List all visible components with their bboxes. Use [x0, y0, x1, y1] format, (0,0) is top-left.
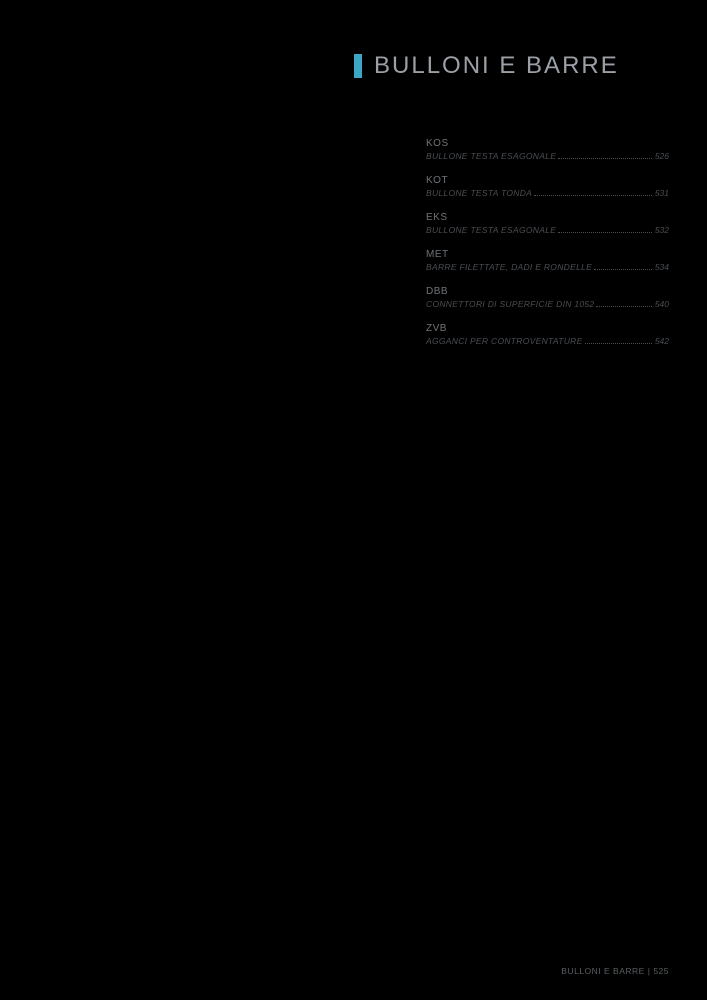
toc-code: KOT — [426, 175, 669, 186]
toc-code: EKS — [426, 212, 669, 223]
toc-row: BULLONE TESTA TONDA 531 — [426, 188, 669, 198]
toc-item: ZVB AGGANCI PER CONTROVENTATURE 542 — [426, 323, 669, 346]
toc-description: CONNETTORI DI SUPERFICIE DIN 1052 — [426, 299, 594, 309]
toc-item: MET BARRE FILETTATE, DADI E RONDELLE 534 — [426, 249, 669, 272]
toc-item: KOT BULLONE TESTA TONDA 531 — [426, 175, 669, 198]
toc-dots — [596, 306, 651, 307]
footer-page: 525 — [653, 966, 669, 976]
page-footer: BULLONI E BARRE | 525 — [561, 966, 669, 976]
table-of-contents: KOS BULLONE TESTA ESAGONALE 526 KOT BULL… — [426, 138, 669, 360]
toc-dots — [558, 232, 652, 233]
footer-separator: | — [648, 966, 651, 976]
toc-code: ZVB — [426, 323, 669, 334]
toc-dots — [558, 158, 652, 159]
toc-item: KOS BULLONE TESTA ESAGONALE 526 — [426, 138, 669, 161]
toc-dots — [594, 269, 652, 270]
toc-description: AGGANCI PER CONTROVENTATURE — [426, 336, 583, 346]
toc-row: BULLONE TESTA ESAGONALE 532 — [426, 225, 669, 235]
toc-item: DBB CONNETTORI DI SUPERFICIE DIN 1052 54… — [426, 286, 669, 309]
accent-bar — [354, 54, 362, 78]
page-header: BULLONI E BARRE — [354, 52, 619, 80]
page-title: BULLONI E BARRE — [374, 52, 619, 80]
toc-row: BULLONE TESTA ESAGONALE 526 — [426, 151, 669, 161]
toc-description: BARRE FILETTATE, DADI E RONDELLE — [426, 262, 592, 272]
toc-row: AGGANCI PER CONTROVENTATURE 542 — [426, 336, 669, 346]
toc-description: BULLONE TESTA ESAGONALE — [426, 151, 556, 161]
toc-page-number: 531 — [655, 188, 669, 198]
toc-dots — [534, 195, 652, 196]
footer-section: BULLONI E BARRE — [561, 966, 645, 976]
toc-code: KOS — [426, 138, 669, 149]
toc-page-number: 526 — [655, 151, 669, 161]
toc-code: MET — [426, 249, 669, 260]
toc-page-number: 534 — [655, 262, 669, 272]
toc-row: BARRE FILETTATE, DADI E RONDELLE 534 — [426, 262, 669, 272]
toc-page-number: 542 — [655, 336, 669, 346]
toc-description: BULLONE TESTA TONDA — [426, 188, 532, 198]
toc-dots — [585, 343, 652, 344]
toc-item: EKS BULLONE TESTA ESAGONALE 532 — [426, 212, 669, 235]
toc-code: DBB — [426, 286, 669, 297]
toc-row: CONNETTORI DI SUPERFICIE DIN 1052 540 — [426, 299, 669, 309]
toc-page-number: 532 — [655, 225, 669, 235]
toc-page-number: 540 — [655, 299, 669, 309]
toc-description: BULLONE TESTA ESAGONALE — [426, 225, 556, 235]
